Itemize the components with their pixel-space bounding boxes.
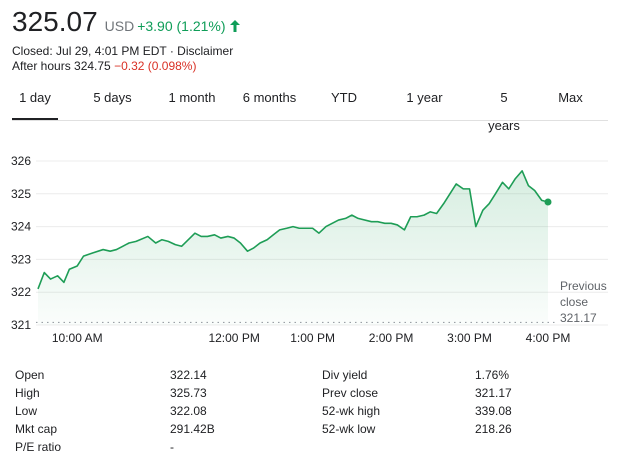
stat-value: 1.76% (475, 368, 510, 382)
stat-value: 321.17 (475, 386, 512, 400)
stat-value: 322.08 (170, 404, 207, 418)
y-tick-label: 326 (11, 154, 31, 168)
tab-ytd[interactable]: YTD (331, 90, 357, 105)
stat-label: High (15, 386, 40, 400)
tab-5-years[interactable]: 5 years (488, 90, 520, 133)
tab-1-month[interactable]: 1 month (168, 90, 216, 105)
x-tick-label: 3:00 PM (447, 331, 492, 345)
currency: USD (104, 18, 135, 34)
stat-label: 52-wk low (322, 422, 376, 436)
last-price-dot (544, 198, 552, 206)
y-tick-label: 325 (11, 187, 31, 201)
x-tick-label: 12:00 PM (208, 331, 259, 345)
stat-label: Low (15, 404, 38, 418)
previous-close-value: 321.17 (560, 311, 597, 325)
previous-close-label: close (560, 295, 588, 309)
price-area (38, 170, 548, 325)
stat-value: 339.08 (475, 404, 512, 418)
x-tick-label: 1:00 PM (290, 331, 335, 345)
stat-label: Div yield (322, 368, 368, 382)
previous-close-label: Previous (560, 279, 607, 293)
y-tick-label: 321 (11, 318, 31, 332)
tab-1-day[interactable]: 1 day (12, 84, 58, 121)
stat-value: 218.26 (475, 422, 512, 436)
y-tick-label: 323 (11, 252, 31, 266)
y-tick-label: 324 (11, 220, 31, 234)
stat-value: - (170, 440, 174, 454)
quote-header: 325.07 USD +3.90 (1.21%) Closed: Jul 29,… (12, 4, 240, 74)
after-hours-change: −0.32 (0.098%) (114, 59, 197, 73)
x-tick-label: 2:00 PM (369, 331, 414, 345)
after-hours-price: After hours 324.75 (12, 59, 111, 73)
price-line (37, 170, 549, 290)
arrow-up-icon (229, 19, 240, 32)
x-tick-label: 10:00 AM (52, 331, 103, 345)
stat-label: Prev close (322, 386, 379, 400)
tab-6-months[interactable]: 6 months (242, 90, 297, 105)
x-tick-label: 4:00 PM (526, 331, 571, 345)
stat-value: 291.42B (170, 422, 215, 436)
stat-label: 52-wk high (322, 404, 381, 418)
range-tabs: 1 day 5 days 1 month 6 months YTD 1 year… (12, 84, 620, 133)
price: 325.07 (12, 6, 98, 37)
closed-info: Closed: Jul 29, 4:01 PM EDT · Disclaimer (12, 44, 234, 58)
y-tick-label: 322 (11, 285, 31, 299)
tabs-divider (12, 120, 608, 121)
price-change: +3.90 (1.21%) (137, 18, 226, 34)
stat-value: 322.14 (170, 368, 207, 382)
price-row: 325.07 USD +3.90 (1.21%) (12, 4, 240, 44)
stat-label: P/E ratio (15, 440, 62, 454)
tab-max[interactable]: Max (558, 90, 583, 105)
tab-1-year[interactable]: 1 year (406, 90, 443, 105)
price-chart[interactable]: 326 325 324 323 322 321 10:00 AM 12:00 PM 1:00 P… (0, 140, 620, 352)
stat-label: Open (15, 368, 45, 382)
stat-label: Mkt cap (15, 422, 58, 436)
stat-value: 325.73 (170, 386, 207, 400)
tab-5-days[interactable]: 5 days (93, 90, 132, 105)
after-hours-info: After hours 324.75 −0.32 (0.098%) (12, 59, 240, 74)
